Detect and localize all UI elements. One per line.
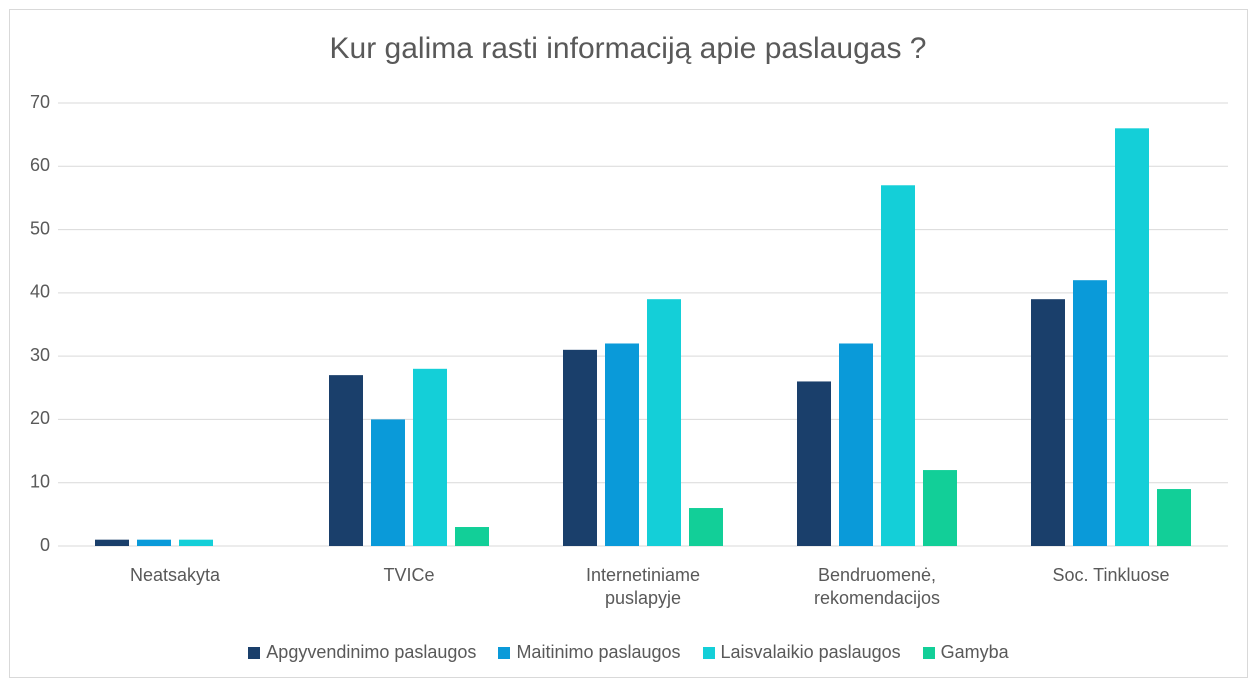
legend-swatch: [498, 646, 511, 659]
legend-item: Maitinimo paslaugos: [498, 642, 681, 663]
bar: [881, 185, 915, 546]
bar: [329, 375, 363, 546]
chart-border: [9, 9, 1248, 678]
bar: [1073, 280, 1107, 546]
bar: [179, 539, 213, 546]
bar: [797, 381, 831, 546]
bar: [1031, 299, 1065, 546]
bar: [95, 539, 129, 546]
x-tick-label: Internetiniame puslapyje: [585, 565, 701, 608]
y-tick-label: 40: [30, 282, 50, 302]
y-tick-label: 20: [30, 408, 50, 428]
bar: [455, 527, 489, 546]
y-tick-label: 10: [30, 471, 50, 491]
y-tick-label: 50: [30, 218, 50, 238]
legend-item: Gamyba: [922, 642, 1009, 663]
legend-label: Laisvalaikio paslaugos: [720, 642, 901, 662]
bar: [689, 508, 723, 546]
bar: [1157, 489, 1191, 546]
legend-item: Laisvalaikio paslaugos: [702, 642, 901, 663]
y-tick-label: 30: [30, 345, 50, 365]
chart-title: Kur galima rasti informaciją apie paslau…: [330, 32, 927, 65]
legend-swatch: [248, 646, 261, 659]
bar: [413, 368, 447, 546]
legend-label: Maitinimo paslaugos: [516, 642, 681, 662]
bar: [1115, 128, 1149, 547]
legend-swatch: [702, 646, 715, 659]
legend-swatch: [922, 646, 935, 659]
bar: [605, 343, 639, 546]
x-tick-label: TVICe: [383, 565, 435, 585]
y-tick-label: 60: [30, 155, 50, 175]
bar: [371, 419, 405, 546]
legend-item: Apgyvendinimo paslaugos: [248, 642, 476, 663]
legend-label: Gamyba: [940, 642, 1009, 662]
bar: [839, 343, 873, 546]
legend: Apgyvendinimo paslaugos Maitinimo paslaug…: [0, 642, 1257, 663]
y-tick-label: 0: [40, 535, 50, 555]
y-tick-label: 70: [30, 92, 50, 112]
bar: [923, 470, 957, 546]
bar: [137, 539, 171, 546]
x-tick-label: Bendruomenė, rekomendacijos: [813, 565, 941, 608]
legend-label: Apgyvendinimo paslaugos: [266, 642, 477, 662]
bar: [563, 349, 597, 546]
x-tick-label: Neatsakyta: [129, 565, 221, 585]
x-tick-label: Soc. Tinkluose: [1052, 565, 1170, 585]
bar: [647, 299, 681, 546]
